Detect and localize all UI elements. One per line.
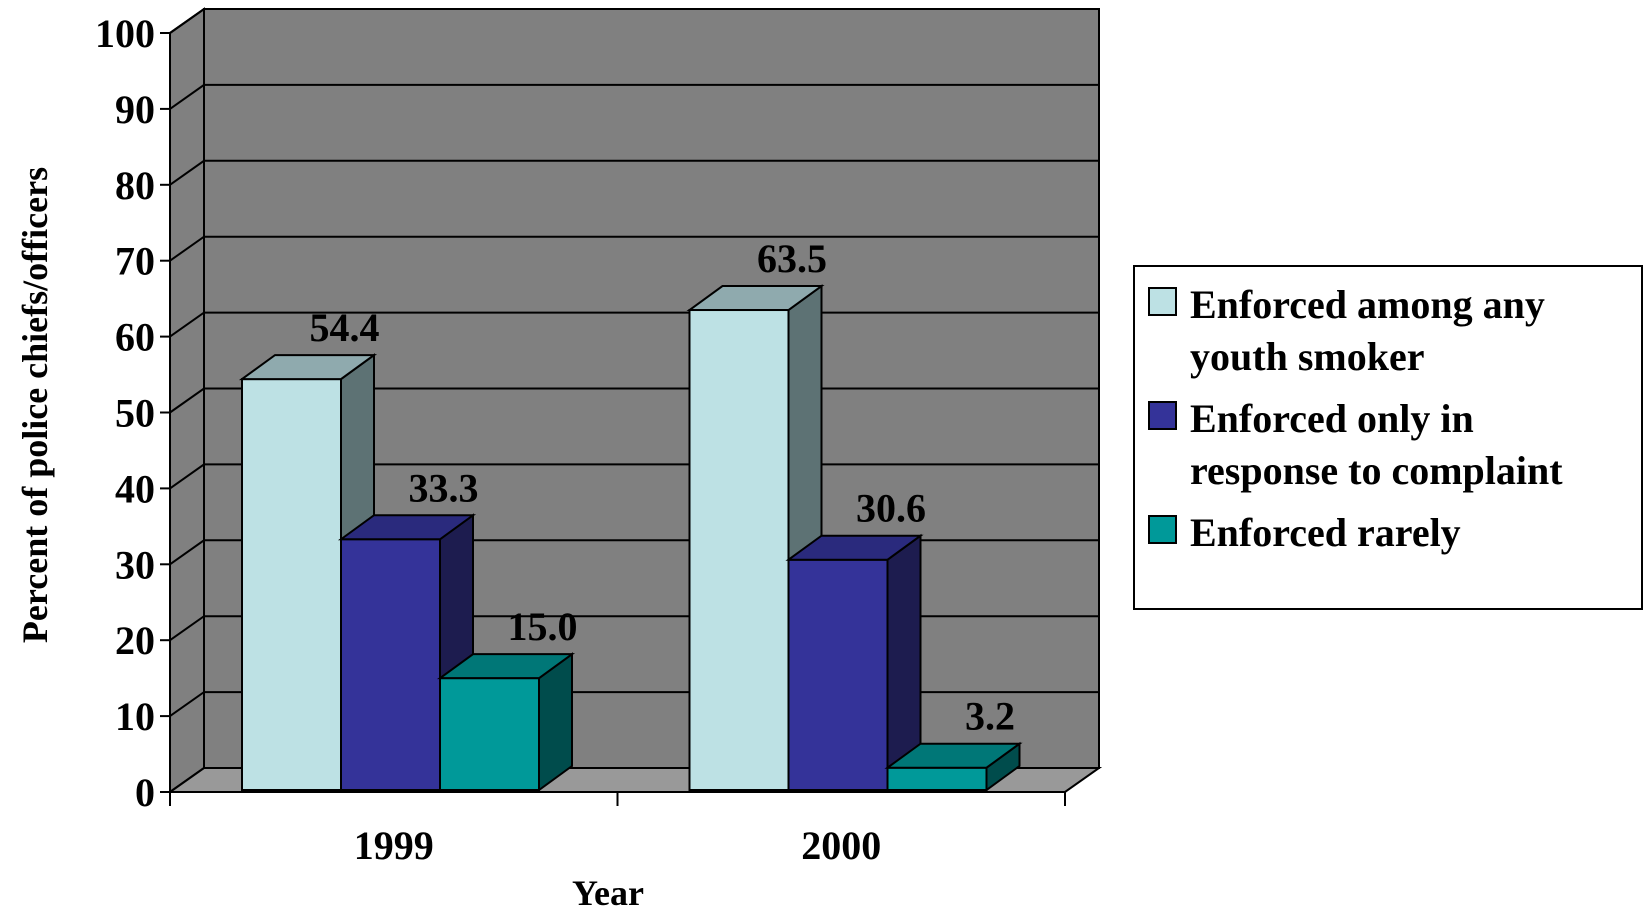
data-label: 30.6 xyxy=(856,486,926,531)
bar-front xyxy=(241,378,342,791)
axes: 0 10 20 30 40 50 60 70 80 90 100 1999 2000 xyxy=(95,11,1066,868)
legend-entry: Enforced only in xyxy=(1190,396,1474,441)
bar-front xyxy=(787,558,889,791)
legend-swatch xyxy=(1148,287,1177,316)
y-tick-label: 50 xyxy=(115,391,155,436)
bar-top xyxy=(436,653,576,680)
data-label: 63.5 xyxy=(757,236,827,281)
legend-entry: Enforced among any xyxy=(1190,282,1545,327)
bar-top xyxy=(884,742,1023,769)
y-tick-label: 0 xyxy=(135,770,155,815)
y-tick-label: 40 xyxy=(115,466,155,511)
data-label: 54.4 xyxy=(310,305,380,350)
y-tick-label: 90 xyxy=(115,87,155,132)
x-tick-label: 2000 xyxy=(801,823,881,868)
legend: Enforced among any youth smoker Enforced o… xyxy=(1133,265,1643,610)
y-tick-label: 20 xyxy=(115,618,155,663)
y-tick-label: 100 xyxy=(95,11,155,56)
legend-entry: response to complaint xyxy=(1190,448,1563,493)
gridline xyxy=(169,159,1099,186)
legend-swatch xyxy=(1148,515,1177,544)
gridline xyxy=(169,8,1099,34)
bar-top xyxy=(337,514,477,541)
legend-entry: Enforced rarely xyxy=(1190,510,1461,555)
y-tick-label: 10 xyxy=(115,694,155,739)
legend-entry: youth smoker xyxy=(1190,334,1424,379)
labels: 54.4 33.3 15.0 63.5 30.6 3.2 xyxy=(310,236,1016,739)
bar-top xyxy=(686,285,825,312)
gridline xyxy=(169,83,1099,110)
y-tick-label: 70 xyxy=(115,239,155,284)
bar-top xyxy=(785,534,924,561)
x-axis-title: Year xyxy=(572,873,644,913)
y-tick-label: 60 xyxy=(115,315,155,360)
x-tick-label: 1999 xyxy=(354,823,434,868)
gridline xyxy=(169,235,1099,262)
data-label: 3.2 xyxy=(965,694,1015,739)
bars xyxy=(238,284,1023,792)
legend-box xyxy=(1133,265,1643,610)
bar-front xyxy=(688,309,790,791)
bar-front xyxy=(886,766,988,791)
y-tick-label: 30 xyxy=(115,542,155,587)
data-label: 15.0 xyxy=(508,604,578,649)
legend-swatch xyxy=(1148,401,1177,430)
bar-top xyxy=(238,354,378,381)
bar-front xyxy=(340,538,441,791)
bar-front xyxy=(439,677,540,792)
data-label: 33.3 xyxy=(409,465,479,510)
y-tick-label: 80 xyxy=(115,163,155,208)
y-axis-title: Percent of police chiefs/officers xyxy=(15,167,55,643)
